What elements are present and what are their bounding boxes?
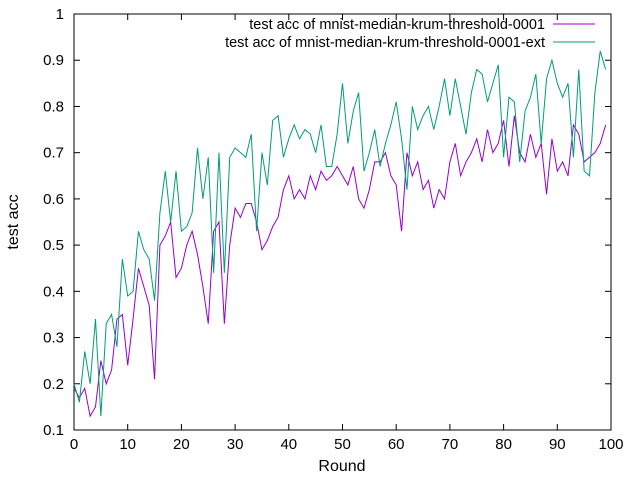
x-tick-label: 80 bbox=[495, 436, 512, 453]
x-tick-label: 50 bbox=[334, 436, 351, 453]
y-tick-label: 0.2 bbox=[43, 376, 64, 393]
y-tick-label: 0.1 bbox=[43, 422, 64, 439]
x-tick-label: 100 bbox=[598, 436, 623, 453]
y-tick-label: 0.4 bbox=[43, 283, 64, 300]
x-tick-label: 30 bbox=[227, 436, 244, 453]
y-tick-label: 0.3 bbox=[43, 330, 64, 347]
y-tick-label: 0.6 bbox=[43, 191, 64, 208]
y-tick-label: 0.7 bbox=[43, 145, 64, 162]
y-tick-label: 0.8 bbox=[43, 98, 64, 115]
series-line-2 bbox=[73, 50, 607, 417]
x-axis-label: Round bbox=[318, 458, 365, 475]
legend-label-2: test acc of mnist-median-krum-threshold-… bbox=[225, 35, 545, 51]
x-tick-label: 0 bbox=[70, 436, 78, 453]
x-tick-label: 40 bbox=[280, 436, 297, 453]
x-tick-label: 60 bbox=[388, 436, 405, 453]
x-tick-label: 10 bbox=[119, 436, 136, 453]
legend-label-1: test acc of mnist-median-krum-threshold-… bbox=[249, 17, 545, 33]
series-line-1 bbox=[73, 115, 607, 418]
x-tick-label: 20 bbox=[173, 436, 190, 453]
y-tick-label: 0.9 bbox=[43, 52, 64, 69]
y-tick-label: 0.5 bbox=[43, 237, 64, 254]
x-tick-label: 90 bbox=[549, 436, 566, 453]
x-tick-label: 70 bbox=[442, 436, 459, 453]
y-tick-label: 1 bbox=[56, 6, 64, 23]
y-axis-label: test acc bbox=[5, 194, 22, 249]
